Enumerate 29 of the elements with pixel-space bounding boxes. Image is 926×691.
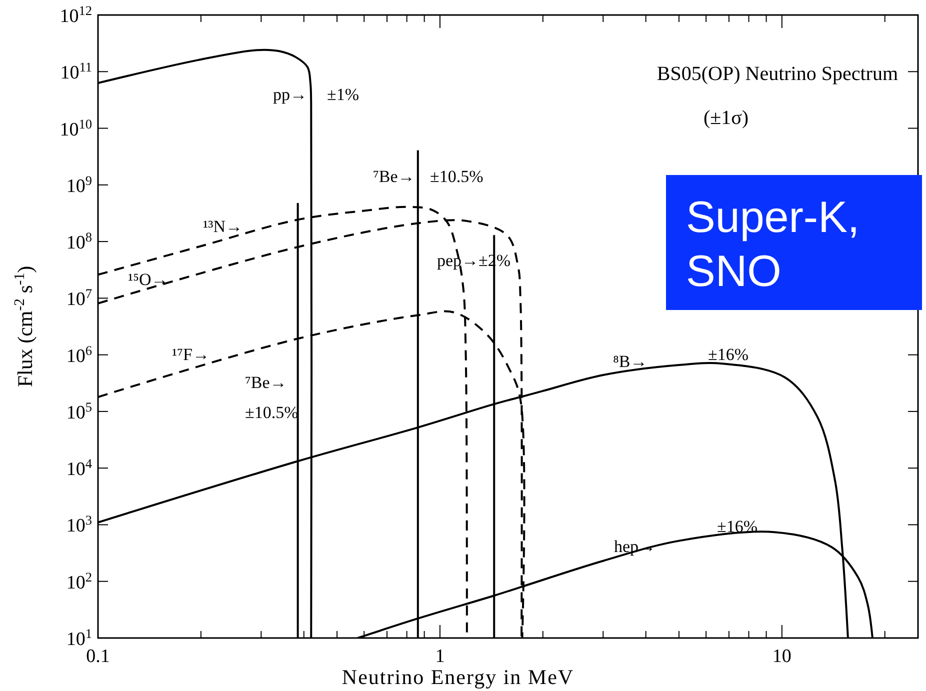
annotation: ¹⁷F→ xyxy=(172,345,210,364)
x-axis-title: Neutrino Energy in MeV xyxy=(342,665,574,689)
annotation: ⁷Be→ xyxy=(373,167,415,186)
y-tick-label: 10$^{9}$ xyxy=(66,172,92,197)
y-tick-label: 10$^{5}$ xyxy=(66,398,92,424)
annotation: ±1% xyxy=(327,85,359,104)
annotation: ⁸B→ xyxy=(613,352,648,371)
annotation: pp→ xyxy=(273,85,307,104)
x-tick-label: 1 xyxy=(435,646,445,667)
annotation: ±16% xyxy=(717,517,758,536)
y-tick-label: 10$^{3}$ xyxy=(66,512,92,537)
annotation: ¹³N→ xyxy=(203,217,242,236)
y-tick-label: 10$^{2}$ xyxy=(66,568,92,594)
y-tick-label: 10$^{4}$ xyxy=(66,456,92,480)
text: (±1σ) xyxy=(703,107,749,129)
y-tick-label: 10$^{10}$ xyxy=(60,116,92,140)
annotation: ±16% xyxy=(708,345,748,364)
x-tick-label: 10 xyxy=(772,646,792,667)
y-tick-label: 10$^{8}$ xyxy=(66,229,92,254)
y-tick-label: 10$^{12}$ xyxy=(60,2,92,27)
annotation: ⁷Be→ xyxy=(245,373,287,392)
annotation: ±10.5% xyxy=(245,403,298,422)
annotation: ¹⁵O→ xyxy=(128,270,168,289)
text: BS05(OP) Neutrino Spectrum xyxy=(656,63,898,85)
annotation: Super-K, SNO xyxy=(686,193,860,296)
annotation: ±10.5% xyxy=(430,167,484,186)
y-tick-label: 10$^{11}$ xyxy=(60,59,92,84)
y-tick-label: 10$^{7}$ xyxy=(66,286,92,310)
y-tick-label: 10$^{6}$ xyxy=(66,342,92,367)
